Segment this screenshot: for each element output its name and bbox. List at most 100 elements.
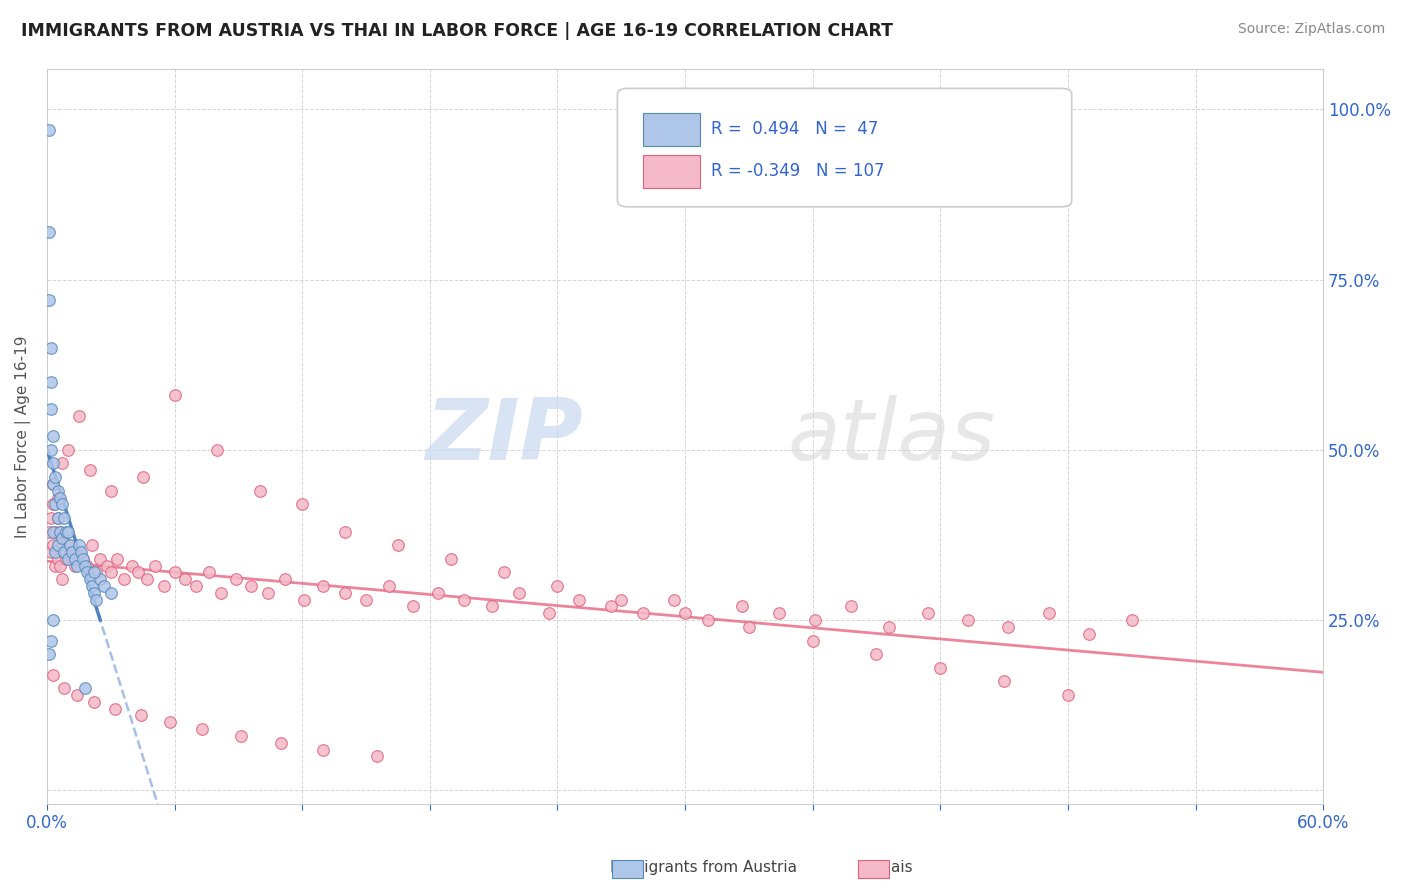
Point (80, 538, 103, 552)
Point (44, 470, 66, 484)
Point (738, 620, 761, 634)
Text: atlas: atlas (787, 395, 995, 478)
Text: Source: ZipAtlas.com: Source: ZipAtlas.com (1237, 22, 1385, 37)
Point (44, 558, 66, 573)
Point (42, 457, 65, 471)
Point (42, 524, 65, 539)
Point (292, 592, 315, 607)
Point (38, 123, 60, 137)
Point (804, 613, 827, 627)
Point (121, 558, 143, 573)
Point (1038, 607, 1060, 621)
Point (354, 592, 377, 607)
Point (58, 551, 80, 566)
Point (100, 586, 122, 600)
Point (83, 695, 105, 709)
Point (42, 613, 65, 627)
Point (205, 442, 228, 457)
Point (312, 579, 335, 593)
Point (664, 592, 686, 607)
Point (599, 599, 621, 614)
Point (51, 532, 73, 546)
Point (38, 225, 60, 239)
Point (546, 579, 568, 593)
Point (610, 592, 633, 607)
Point (53, 545, 76, 559)
Point (174, 572, 197, 586)
FancyBboxPatch shape (643, 154, 700, 187)
Point (1078, 626, 1101, 640)
Point (89, 551, 111, 566)
Point (67, 538, 90, 552)
Point (129, 708, 152, 723)
Point (76, 566, 98, 580)
Point (42, 497, 65, 511)
Point (76, 558, 98, 573)
Point (387, 538, 409, 552)
Point (697, 613, 720, 627)
Point (51, 497, 73, 511)
Point (839, 599, 862, 614)
Point (58, 442, 80, 457)
Point (100, 483, 122, 498)
Point (58, 524, 80, 539)
Point (39, 375, 62, 389)
Point (163, 388, 186, 402)
Point (48, 524, 70, 539)
Point (453, 592, 475, 607)
Point (494, 566, 516, 580)
Point (1121, 613, 1143, 627)
Point (39, 633, 62, 648)
Point (112, 572, 135, 586)
Point (104, 701, 127, 715)
Point (184, 579, 207, 593)
Point (62, 545, 84, 559)
Text: IMMIGRANTS FROM AUSTRIA VS THAI IN LABOR FORCE | AGE 16-19 CORRELATION CHART: IMMIGRANTS FROM AUSTRIA VS THAI IN LABOR… (21, 22, 893, 40)
Point (46, 551, 69, 566)
Point (42, 477, 65, 491)
Point (163, 566, 186, 580)
Point (63, 558, 86, 573)
Point (402, 599, 425, 614)
Point (229, 729, 252, 743)
Point (38, 524, 60, 539)
Point (378, 579, 401, 593)
Point (100, 566, 122, 580)
Point (877, 620, 900, 634)
Point (333, 586, 356, 600)
Point (75, 558, 97, 573)
Point (105, 551, 128, 566)
Point (191, 722, 214, 736)
Point (44, 545, 66, 559)
Point (83, 566, 105, 580)
Point (83, 586, 105, 600)
Point (427, 586, 450, 600)
Point (917, 607, 939, 621)
Point (257, 586, 280, 600)
Point (53, 511, 76, 525)
Point (333, 524, 356, 539)
Point (39, 442, 62, 457)
Point (537, 607, 560, 621)
Point (159, 715, 181, 730)
Text: R = -0.349   N = 107: R = -0.349 N = 107 (710, 162, 884, 180)
Point (1057, 688, 1080, 702)
Point (96, 558, 118, 573)
Point (568, 592, 591, 607)
Point (46, 491, 69, 505)
Point (145, 558, 167, 573)
Point (80, 579, 103, 593)
Point (39, 402, 62, 417)
Point (209, 586, 232, 600)
Point (993, 674, 1015, 689)
Point (44, 497, 66, 511)
Text: Thais: Thais (873, 860, 912, 874)
Point (46, 511, 69, 525)
Point (42, 667, 65, 681)
Point (89, 572, 111, 586)
Point (38, 647, 60, 661)
Point (39, 511, 62, 525)
Point (67, 545, 90, 559)
Point (240, 579, 263, 593)
Point (508, 586, 530, 600)
